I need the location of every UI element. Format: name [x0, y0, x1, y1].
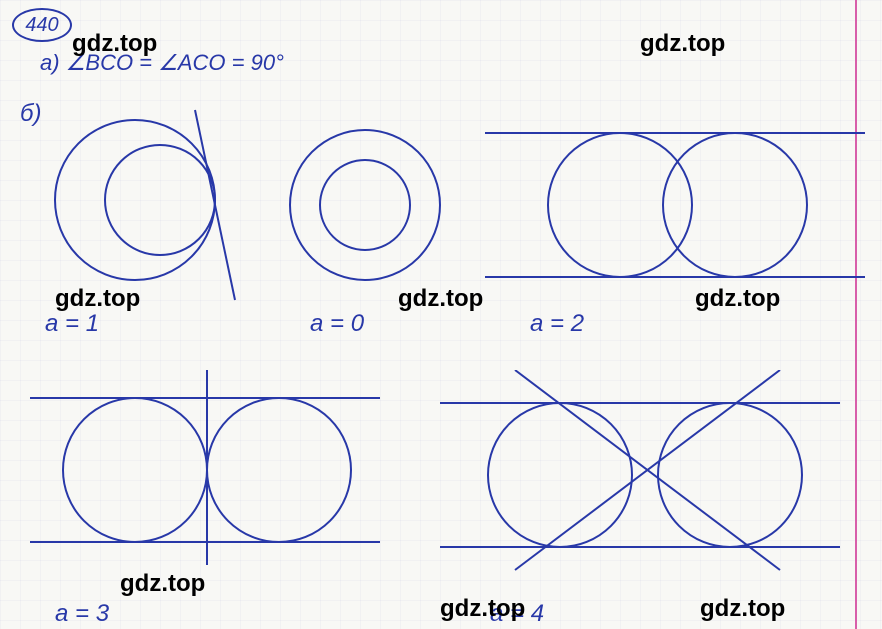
diagram-a4	[430, 370, 860, 620]
watermark: gdz.top	[640, 30, 725, 58]
label-a3: a = 3	[55, 600, 109, 628]
watermark: gdz.top	[120, 570, 205, 598]
watermark: gdz.top	[398, 285, 483, 313]
label-a0: a = 0	[310, 310, 364, 338]
watermark: gdz.top	[440, 595, 525, 623]
diagram-a2	[470, 105, 865, 335]
watermark: gdz.top	[695, 285, 780, 313]
watermark: gdz.top	[55, 285, 140, 313]
label-a1: a = 1	[45, 310, 99, 338]
label-a2: a = 2	[530, 310, 584, 338]
watermark: gdz.top	[700, 595, 785, 623]
watermark: gdz.top	[72, 30, 157, 58]
problem-number: 440	[12, 8, 72, 42]
